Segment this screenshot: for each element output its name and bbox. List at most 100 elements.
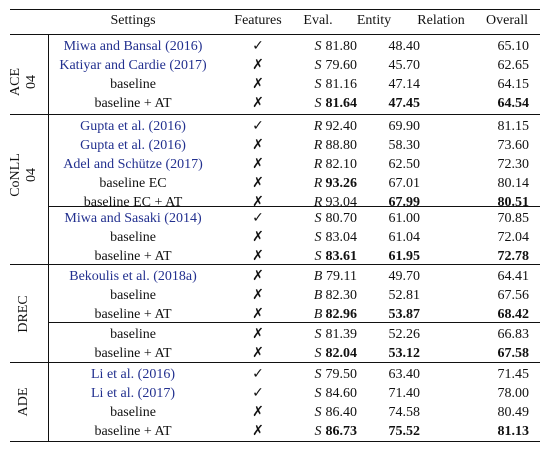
- cell-relation: 47.14: [388, 77, 421, 92]
- cell-setting: baseline EC: [99, 176, 167, 191]
- cell-relation: 52.81: [388, 288, 421, 303]
- cell-eval: S: [314, 77, 322, 92]
- group-label-ade: ADE: [16, 387, 31, 417]
- cell-entity: 93.04: [325, 195, 358, 210]
- cell-relation: 58.30: [388, 138, 421, 153]
- cell-features: ✗: [252, 345, 264, 361]
- cell-overall: 80.49: [497, 405, 530, 420]
- cell-setting: baseline + AT: [94, 346, 172, 361]
- cell-overall: 73.60: [497, 138, 530, 153]
- subgroup-separator-rule: [48, 206, 540, 207]
- cell-relation: 45.70: [388, 58, 421, 73]
- cell-relation: 61.95: [388, 249, 421, 264]
- cell-features: ✗: [252, 326, 264, 342]
- cell-entity: 81.16: [325, 77, 358, 92]
- cell-setting: baseline: [110, 288, 156, 303]
- cell-features: ✗: [252, 95, 264, 111]
- cell-setting: baseline + AT: [94, 307, 172, 322]
- cell-features: ✓: [252, 385, 264, 401]
- cell-eval: S: [314, 346, 322, 361]
- cell-setting: baseline: [110, 230, 156, 245]
- cell-overall: 71.45: [497, 367, 530, 382]
- cell-setting: baseline + AT: [94, 96, 172, 111]
- cell-setting[interactable]: Miwa and Sasaki (2014): [64, 211, 202, 226]
- cell-entity: 82.96: [325, 307, 358, 322]
- cell-relation: 53.12: [388, 346, 421, 361]
- cell-eval: R: [313, 119, 323, 134]
- cell-features: ✗: [252, 175, 264, 191]
- cell-eval: S: [314, 386, 322, 401]
- subgroup-separator-rule: [48, 322, 540, 323]
- cell-features: ✓: [252, 38, 264, 54]
- cell-overall: 65.10: [497, 39, 530, 54]
- cell-features: ✗: [252, 194, 264, 210]
- cell-features: ✗: [252, 268, 264, 284]
- cell-entity: 86.40: [325, 405, 358, 420]
- cell-setting[interactable]: Gupta et al. (2016): [80, 119, 186, 134]
- header-overall: Overall: [486, 13, 528, 28]
- cell-eval: S: [314, 327, 322, 342]
- cell-setting[interactable]: Gupta et al. (2016): [80, 138, 186, 153]
- cell-overall: 80.51: [497, 195, 530, 210]
- cell-overall: 72.30: [497, 157, 530, 172]
- cell-overall: 67.58: [497, 346, 530, 361]
- cell-features: ✗: [252, 404, 264, 420]
- cell-eval: S: [314, 58, 322, 73]
- cell-features: ✗: [252, 229, 264, 245]
- cell-features: ✗: [252, 137, 264, 153]
- cell-overall: 66.83: [497, 327, 530, 342]
- cell-setting[interactable]: Li et al. (2016): [91, 367, 175, 382]
- cell-overall: 64.15: [497, 77, 530, 92]
- cell-features: ✗: [252, 423, 264, 439]
- cell-eval: S: [314, 96, 322, 111]
- cell-overall: 70.85: [497, 211, 530, 226]
- cell-eval: B: [313, 288, 323, 303]
- cell-entity: 79.60: [325, 58, 358, 73]
- cell-entity: 80.70: [325, 211, 358, 226]
- cell-entity: 79.11: [326, 269, 357, 284]
- cell-overall: 64.54: [497, 96, 530, 111]
- cell-setting: baseline: [110, 77, 156, 92]
- header-settings: Settings: [110, 13, 156, 28]
- group-label-conll04: CoNLL 04: [8, 153, 39, 197]
- cell-entity: 88.80: [325, 138, 358, 153]
- cell-features: ✗: [252, 248, 264, 264]
- header-eval: Eval.: [303, 13, 333, 28]
- top-rule: [10, 9, 540, 11]
- cell-entity: 81.64: [325, 96, 358, 111]
- cell-eval: S: [314, 405, 322, 420]
- bottom-rule: [10, 441, 540, 443]
- cell-features: ✓: [252, 210, 264, 226]
- cell-setting: baseline: [110, 327, 156, 342]
- cell-features: ✗: [252, 76, 264, 92]
- cell-eval: R: [313, 176, 323, 191]
- cell-eval: S: [314, 424, 322, 439]
- cell-setting[interactable]: Katiyar and Cardie (2017): [59, 58, 207, 73]
- cell-eval: S: [314, 211, 322, 226]
- cell-relation: 61.04: [388, 230, 421, 245]
- cell-overall: 80.14: [497, 176, 530, 191]
- cell-entity: 93.26: [325, 176, 358, 191]
- cell-eval: S: [314, 249, 322, 264]
- cell-eval: S: [314, 367, 322, 382]
- cell-relation: 67.99: [388, 195, 421, 210]
- cell-relation: 53.87: [388, 307, 421, 322]
- cell-eval: B: [313, 269, 323, 284]
- header-relation: Relation: [417, 13, 465, 28]
- cell-setting[interactable]: Adel and Schütze (2017): [63, 157, 203, 172]
- group-label-drec: DREC: [16, 295, 31, 333]
- cell-eval: S: [314, 230, 322, 245]
- cell-features: ✓: [252, 366, 264, 382]
- cell-entity: 92.40: [325, 119, 358, 134]
- cell-eval: S: [314, 39, 322, 54]
- group-label-ace04: ACE 04: [8, 68, 39, 96]
- cell-relation: 75.52: [388, 424, 421, 439]
- cell-eval: R: [313, 138, 323, 153]
- cell-setting[interactable]: Bekoulis et al. (2018a): [69, 269, 197, 284]
- cell-setting[interactable]: Li et al. (2017): [91, 386, 175, 401]
- cell-setting[interactable]: Miwa and Bansal (2016): [63, 39, 203, 54]
- cell-relation: 62.50: [388, 157, 421, 172]
- cell-relation: 67.01: [388, 176, 421, 191]
- cell-features: ✗: [252, 156, 264, 172]
- cell-features: ✓: [252, 118, 264, 134]
